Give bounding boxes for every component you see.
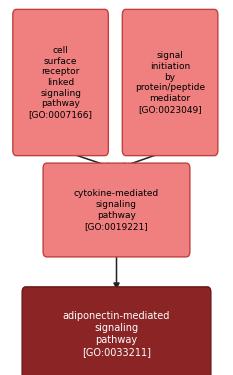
- Text: cell
surface
receptor
linked
signaling
pathway
[GO:0007166]: cell surface receptor linked signaling p…: [29, 46, 93, 119]
- FancyBboxPatch shape: [13, 9, 108, 156]
- Text: signal
initiation
by
protein/peptide
mediator
[GO:0023049]: signal initiation by protein/peptide med…: [135, 51, 205, 114]
- Text: cytokine-mediated
signaling
pathway
[GO:0019221]: cytokine-mediated signaling pathway [GO:…: [74, 189, 159, 231]
- FancyBboxPatch shape: [43, 163, 190, 257]
- Text: adiponectin-mediated
signaling
pathway
[GO:0033211]: adiponectin-mediated signaling pathway […: [63, 311, 170, 357]
- FancyBboxPatch shape: [22, 287, 211, 375]
- FancyBboxPatch shape: [122, 9, 218, 156]
